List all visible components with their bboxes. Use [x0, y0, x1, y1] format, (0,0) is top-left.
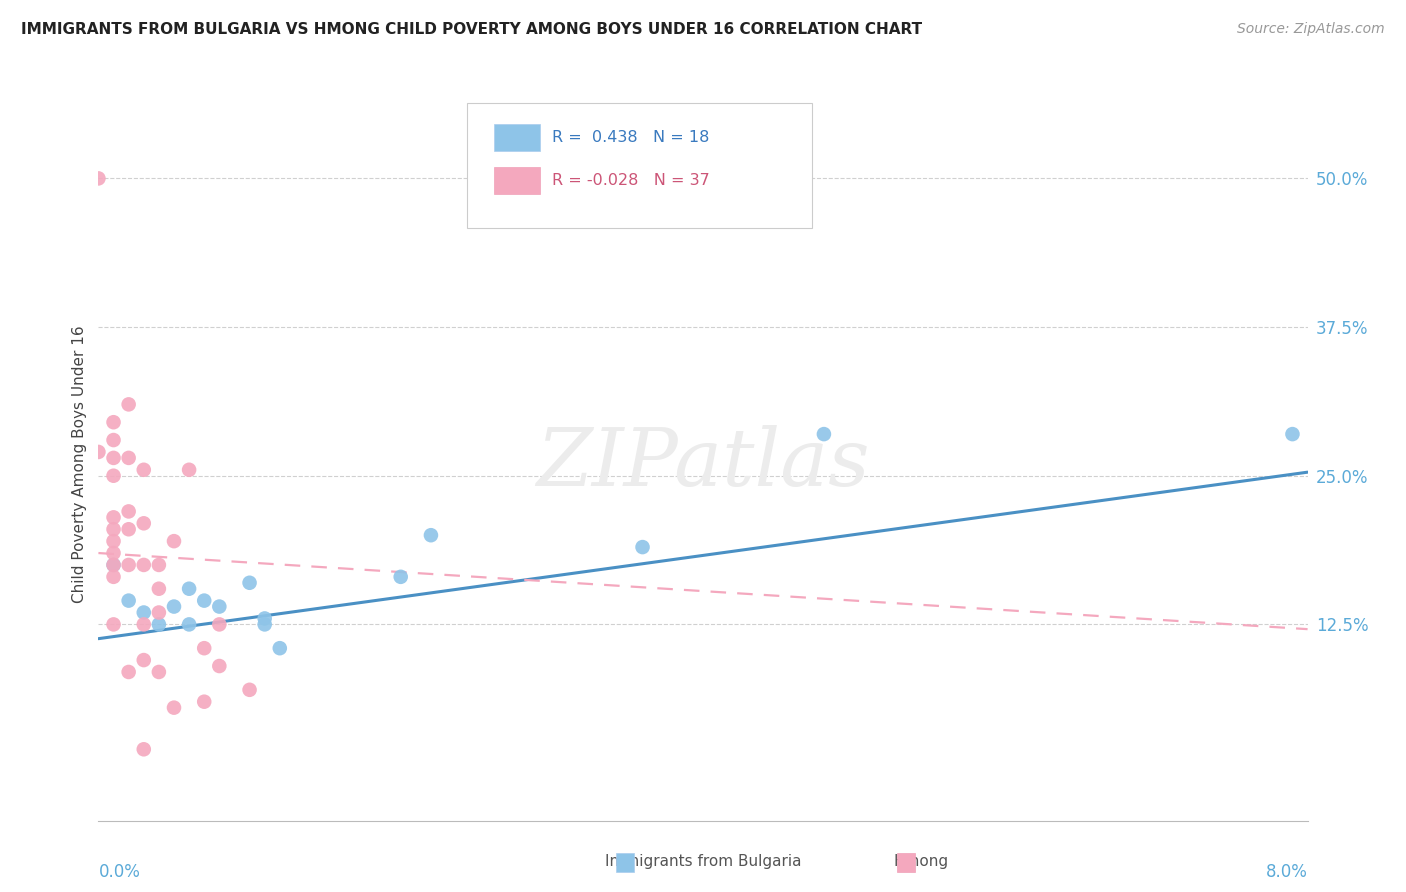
Text: Source: ZipAtlas.com: Source: ZipAtlas.com [1237, 22, 1385, 37]
Text: R = -0.028   N = 37: R = -0.028 N = 37 [551, 173, 710, 188]
FancyBboxPatch shape [467, 103, 811, 228]
Text: Immigrants from Bulgaria: Immigrants from Bulgaria [605, 855, 801, 869]
Bar [494, 167, 540, 194]
Point [193, 641, 215, 656]
Point [118, 665, 141, 679]
Point [103, 534, 125, 549]
Point [148, 665, 170, 679]
Point [103, 468, 125, 483]
Point [87, 171, 110, 186]
Point [132, 653, 155, 667]
Text: 0.0%: 0.0% [98, 863, 141, 881]
Bar [494, 124, 540, 152]
Point [179, 582, 201, 596]
Point [118, 593, 141, 607]
Point [148, 582, 170, 596]
Point [179, 463, 201, 477]
Point [132, 558, 155, 572]
Point [193, 593, 215, 607]
Text: 8.0%: 8.0% [1265, 863, 1308, 881]
Point [118, 504, 141, 518]
Point [132, 617, 155, 632]
Point [239, 682, 262, 697]
Point [103, 570, 125, 584]
Point [148, 606, 170, 620]
Point [208, 617, 231, 632]
Point [103, 510, 125, 524]
Point [118, 558, 141, 572]
Point [208, 599, 231, 614]
Point [253, 611, 276, 625]
Text: IMMIGRANTS FROM BULGARIA VS HMONG CHILD POVERTY AMONG BOYS UNDER 16 CORRELATION : IMMIGRANTS FROM BULGARIA VS HMONG CHILD … [21, 22, 922, 37]
Point [179, 617, 201, 632]
Point [253, 617, 276, 632]
Point [103, 558, 125, 572]
Point [103, 617, 125, 632]
Point [118, 522, 141, 536]
Y-axis label: Child Poverty Among Boys Under 16: Child Poverty Among Boys Under 16 [72, 325, 87, 603]
Point [1281, 427, 1303, 442]
Point [419, 528, 441, 542]
Point [132, 742, 155, 756]
Point [103, 433, 125, 447]
Point [103, 450, 125, 465]
Point [163, 599, 186, 614]
Point [132, 516, 155, 531]
Point [631, 540, 654, 554]
Point [269, 641, 291, 656]
Point [208, 659, 231, 673]
Point [118, 397, 141, 411]
Text: Hmong: Hmong [893, 855, 949, 869]
Point [103, 415, 125, 429]
Point [148, 617, 170, 632]
Point [103, 558, 125, 572]
Text: R =  0.438   N = 18: R = 0.438 N = 18 [551, 130, 709, 145]
Point [148, 558, 170, 572]
Point [163, 700, 186, 714]
Point [118, 450, 141, 465]
Point [132, 606, 155, 620]
Point [163, 534, 186, 549]
Point [389, 570, 412, 584]
Point [813, 427, 835, 442]
Point [132, 463, 155, 477]
Point [87, 445, 110, 459]
Point [239, 575, 262, 590]
Point [193, 695, 215, 709]
Text: ZIPatlas: ZIPatlas [536, 425, 870, 502]
Point [103, 546, 125, 560]
Point [103, 522, 125, 536]
